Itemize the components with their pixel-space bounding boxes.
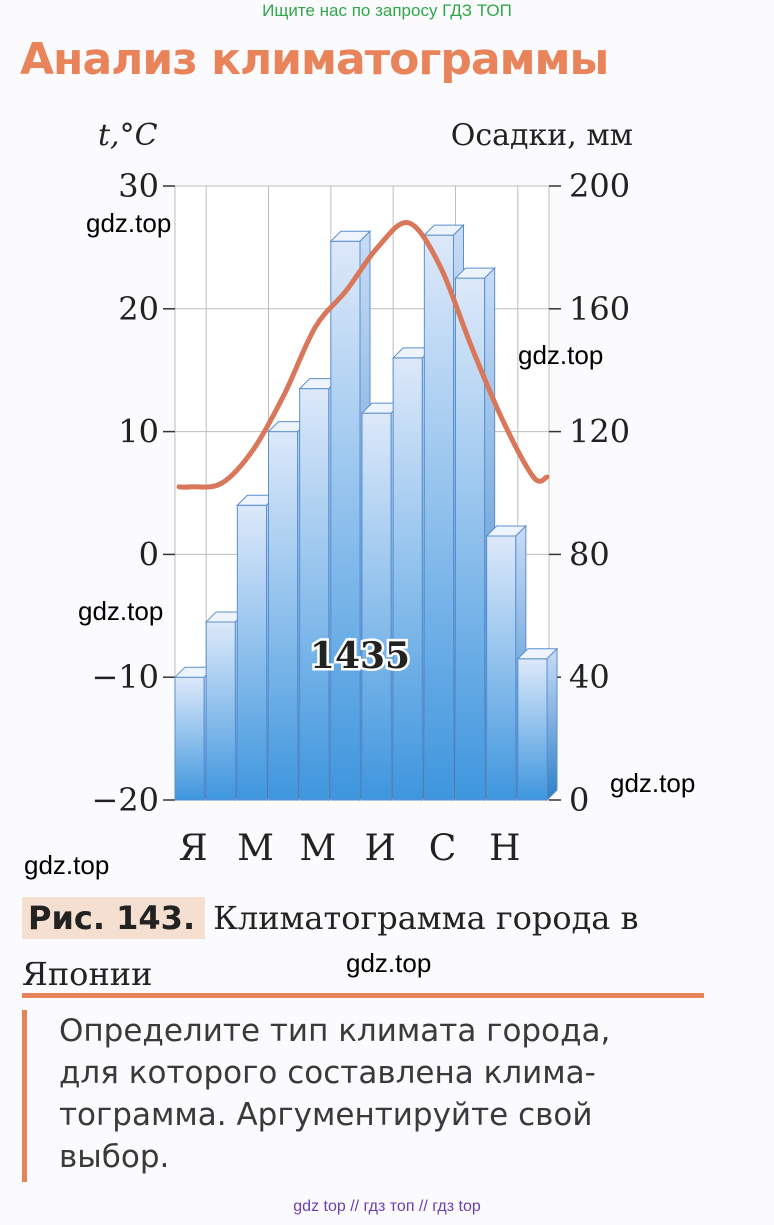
month-label: Н (489, 828, 520, 869)
month-label: С (429, 828, 457, 869)
precipitation-bar (299, 388, 330, 801)
month-label: Я (179, 828, 208, 869)
temperature-line (176, 220, 550, 490)
chart-labels: 30 20 10 0 −10 −20 200 160 120 80 40 0 t,°C Осадки, м… (91, 118, 633, 869)
left-axis-tick-label: 0 (139, 535, 159, 573)
footer-links: gdz top // гдз топ // гдз top (293, 1198, 481, 1215)
figure-caption: Рис. 143. Климатограмма города в Японии (22, 890, 742, 1002)
left-axis-tick-label: 20 (118, 290, 159, 328)
temperature-line-layer (176, 220, 550, 490)
left-axis-tick-label: 10 (118, 413, 159, 451)
precipitation-bar-side (546, 647, 558, 802)
figure-label: Рис. 143. (22, 897, 206, 939)
right-axis-label: Осадки, мм (451, 118, 633, 153)
right-axis-tick-label: 120 (569, 413, 630, 451)
precipitation-bar (236, 504, 267, 801)
figure-caption-text: Климатограмма города в Японии (22, 899, 639, 993)
left-axis-tick-label: 30 (118, 167, 159, 205)
month-label: М (299, 828, 336, 869)
precipitation-bar (361, 412, 392, 801)
left-axis-tick-label: −20 (91, 781, 159, 819)
month-label: И (364, 828, 395, 869)
precipitation-bar (486, 535, 517, 801)
watermark: gdz.top (610, 768, 696, 798)
watermark: gdz.top (86, 208, 172, 238)
right-axis-tick-label: 40 (569, 658, 610, 696)
climate-chart: 30 20 10 0 −10 −20 200 160 120 80 40 0 t,°C Осадки, м… (91, 118, 633, 869)
section-divider (22, 993, 704, 998)
precipitation-bar (392, 357, 423, 801)
right-axis-tick-label: 160 (569, 290, 630, 328)
precipitation-bar (455, 277, 486, 801)
precipitation-bar (330, 240, 361, 801)
top-banner: Ищите нас по запросу ГДЗ ТОП (262, 1, 512, 20)
watermark: gdz.top (78, 596, 164, 626)
watermark: gdz.top (24, 850, 110, 880)
precipitation-bar (268, 431, 299, 801)
right-axis-tick-label: 200 (569, 167, 630, 205)
precipitation-bar (517, 658, 548, 801)
month-label: М (237, 828, 274, 869)
precipitation-bar (205, 621, 236, 801)
annual-precipitation-label: 1435 (310, 635, 410, 677)
task-text: Определите тип климата города, для котор… (59, 1013, 611, 1175)
precipitation-bar (423, 234, 455, 801)
right-axis-tick-label: 80 (569, 535, 610, 573)
watermark: gdz.top (346, 948, 432, 978)
left-axis-tick-label: −10 (91, 658, 159, 696)
right-axis-tick-label: 0 (569, 781, 589, 819)
precipitation-bar (174, 676, 205, 801)
watermark: gdz.top (518, 340, 604, 370)
left-axis-label: t,°C (98, 118, 158, 153)
page-heading: Анализ климатограммы (20, 34, 609, 85)
task-block: Определите тип климата города, для котор… (22, 1010, 727, 1182)
